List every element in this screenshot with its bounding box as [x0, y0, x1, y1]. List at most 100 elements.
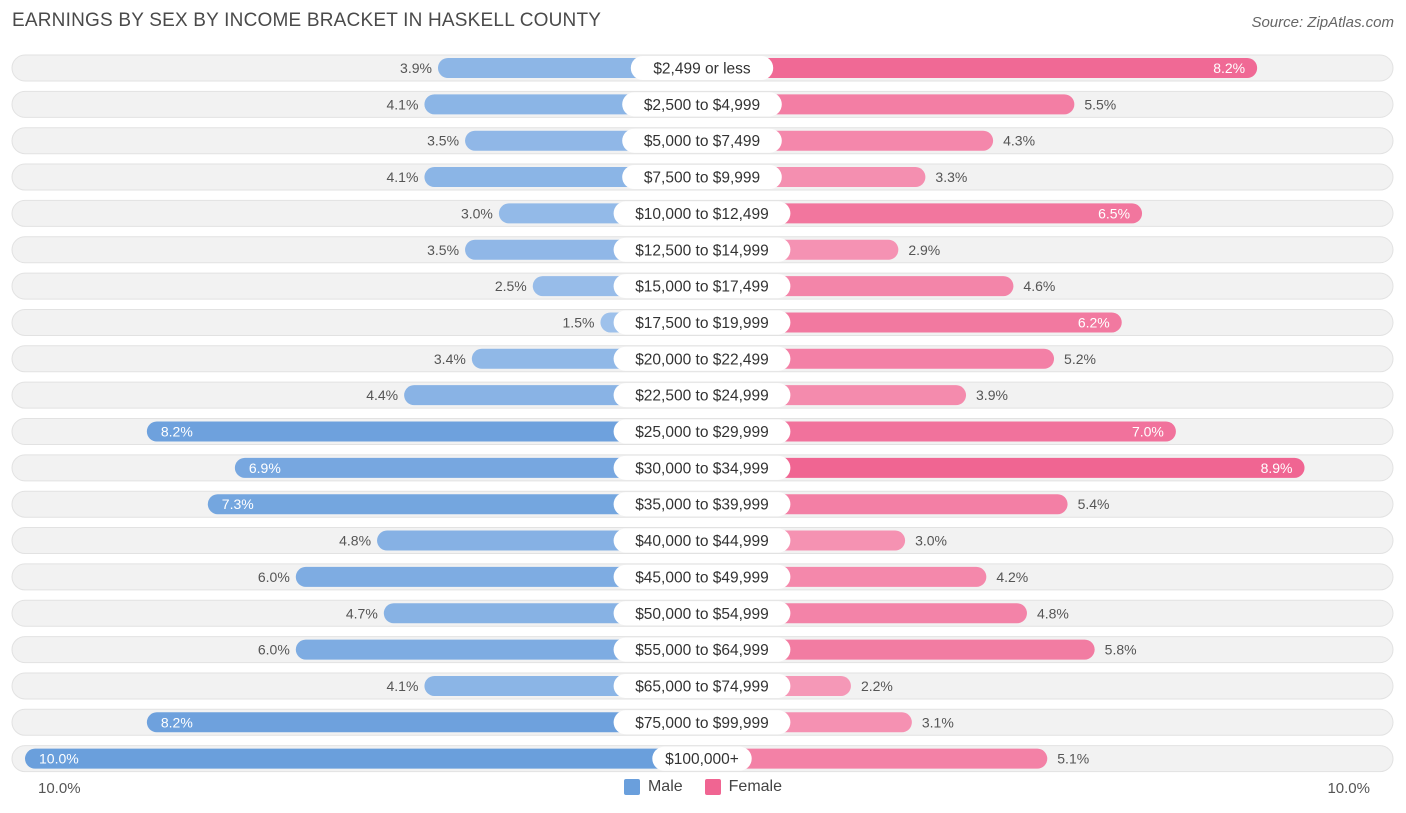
- category-pill: [630, 56, 774, 80]
- female-swatch: [704, 779, 721, 795]
- category-pill: [622, 128, 782, 153]
- category-pill: [613, 274, 791, 299]
- female-value-label: 6.2%: [1078, 314, 1110, 330]
- female-value-label: 5.2%: [1064, 351, 1096, 367]
- legend: Male Female: [0, 778, 1406, 796]
- category-pill: [613, 237, 791, 262]
- category-label: $75,000 to $99,999: [635, 715, 769, 732]
- female-bar: [702, 494, 1068, 515]
- category-pill: [613, 383, 791, 408]
- male-value-label: 6.0%: [258, 569, 290, 585]
- female-value-label: 3.1%: [922, 714, 954, 730]
- female-bar: [702, 421, 1176, 442]
- category-label: $5,000 to $7,499: [644, 133, 760, 150]
- category-label: $45,000 to $49,999: [635, 569, 769, 586]
- category-pill: [613, 528, 791, 553]
- category-pill: [613, 419, 791, 444]
- female-value-label: 3.9%: [976, 387, 1008, 403]
- chart-title: EARNINGS BY SEX BY INCOME BRACKET IN HAS…: [12, 10, 602, 31]
- female-bar: [702, 203, 1143, 224]
- male-swatch: [623, 779, 640, 795]
- female-value-label: 2.9%: [908, 242, 940, 258]
- female-value-label: 5.8%: [1105, 642, 1137, 658]
- category-label: $12,500 to $14,999: [635, 242, 769, 259]
- male-bar: [146, 712, 703, 733]
- category-label: $100,000+: [665, 751, 739, 768]
- female-value-label: 4.8%: [1037, 605, 1069, 621]
- male-value-label: 8.2%: [161, 424, 193, 440]
- category-label: $40,000 to $44,999: [635, 533, 769, 550]
- female-value-label: 8.9%: [1261, 460, 1293, 476]
- category-label: $10,000 to $12,499: [635, 206, 769, 223]
- female-value-label: 7.0%: [1132, 424, 1164, 440]
- male-value-label: 4.4%: [366, 387, 398, 403]
- male-value-label: 6.0%: [258, 642, 290, 658]
- female-value-label: 5.1%: [1057, 751, 1089, 767]
- category-pill: [622, 92, 782, 117]
- female-value-label: 6.5%: [1098, 205, 1130, 221]
- male-value-label: 4.8%: [339, 533, 371, 549]
- male-bar: [25, 748, 702, 769]
- category-label: $30,000 to $34,999: [635, 460, 769, 477]
- male-value-label: 4.7%: [346, 605, 378, 621]
- male-bar: [207, 494, 703, 515]
- category-pill: [613, 201, 791, 226]
- category-pill: [613, 710, 791, 735]
- male-value-label: 3.5%: [427, 133, 459, 149]
- female-value-label: 8.2%: [1213, 60, 1245, 76]
- male-bar: [295, 639, 702, 660]
- male-value-label: 3.5%: [427, 242, 459, 258]
- female-value-label: 3.0%: [915, 533, 947, 549]
- axis-left-label: 10.0%: [38, 780, 81, 797]
- category-label: $17,500 to $19,999: [635, 315, 769, 332]
- male-value-label: 2.5%: [495, 278, 527, 294]
- category-pill: [613, 346, 791, 371]
- category-pill: [613, 310, 791, 335]
- category-pill: [613, 673, 791, 698]
- category-label: $35,000 to $39,999: [635, 497, 769, 514]
- category-label: $7,500 to $9,999: [644, 170, 760, 187]
- male-value-label: 3.4%: [434, 351, 466, 367]
- female-value-label: 5.5%: [1084, 96, 1116, 112]
- male-value-label: 4.1%: [387, 169, 419, 185]
- category-label: $55,000 to $64,999: [635, 642, 769, 659]
- category-label: $65,000 to $74,999: [635, 678, 769, 695]
- male-value-label: 3.0%: [461, 205, 493, 221]
- male-bar: [295, 566, 702, 587]
- category-pill: [622, 165, 782, 190]
- female-bar: [702, 457, 1305, 478]
- axis-right-label: 10.0%: [1327, 780, 1370, 797]
- legend-item-male[interactable]: Male: [623, 778, 683, 796]
- category-label: $2,500 to $4,999: [644, 97, 760, 114]
- category-pill: [613, 455, 791, 480]
- category-label: $50,000 to $54,999: [635, 606, 769, 623]
- female-bar: [702, 58, 1258, 78]
- female-value-label: 3.3%: [935, 169, 967, 185]
- source-credit: Source: ZipAtlas.com: [1251, 14, 1394, 31]
- category-pill: [652, 746, 752, 771]
- female-bar: [702, 348, 1055, 369]
- male-value-label: 8.2%: [161, 714, 193, 730]
- male-value-label: 3.9%: [400, 60, 432, 76]
- male-value-label: 7.3%: [222, 496, 254, 512]
- male-value-label: 4.1%: [387, 96, 419, 112]
- category-pill: [613, 637, 791, 662]
- legend-item-female[interactable]: Female: [704, 778, 782, 796]
- female-value-label: 4.6%: [1023, 278, 1055, 294]
- category-label: $22,500 to $24,999: [635, 388, 769, 405]
- category-pill: [613, 492, 791, 517]
- male-value-label: 1.5%: [563, 314, 595, 330]
- male-bar: [146, 421, 703, 442]
- category-label: $25,000 to $29,999: [635, 424, 769, 441]
- female-value-label: 4.2%: [996, 569, 1028, 585]
- category-label: $15,000 to $17,499: [635, 279, 769, 296]
- category-label: $20,000 to $22,499: [635, 351, 769, 368]
- male-value-label: 6.9%: [249, 460, 281, 476]
- category-pill: [613, 601, 791, 626]
- female-bar: [702, 312, 1122, 333]
- legend-male-label: Male: [647, 778, 683, 795]
- category-pill: [613, 564, 791, 589]
- male-bar: [234, 457, 702, 478]
- female-value-label: 4.3%: [1003, 133, 1035, 149]
